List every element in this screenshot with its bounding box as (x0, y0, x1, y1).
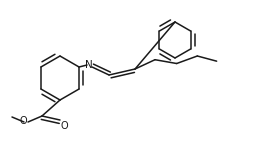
Text: O: O (61, 121, 69, 131)
Text: O: O (19, 116, 27, 126)
Text: N: N (85, 60, 93, 70)
